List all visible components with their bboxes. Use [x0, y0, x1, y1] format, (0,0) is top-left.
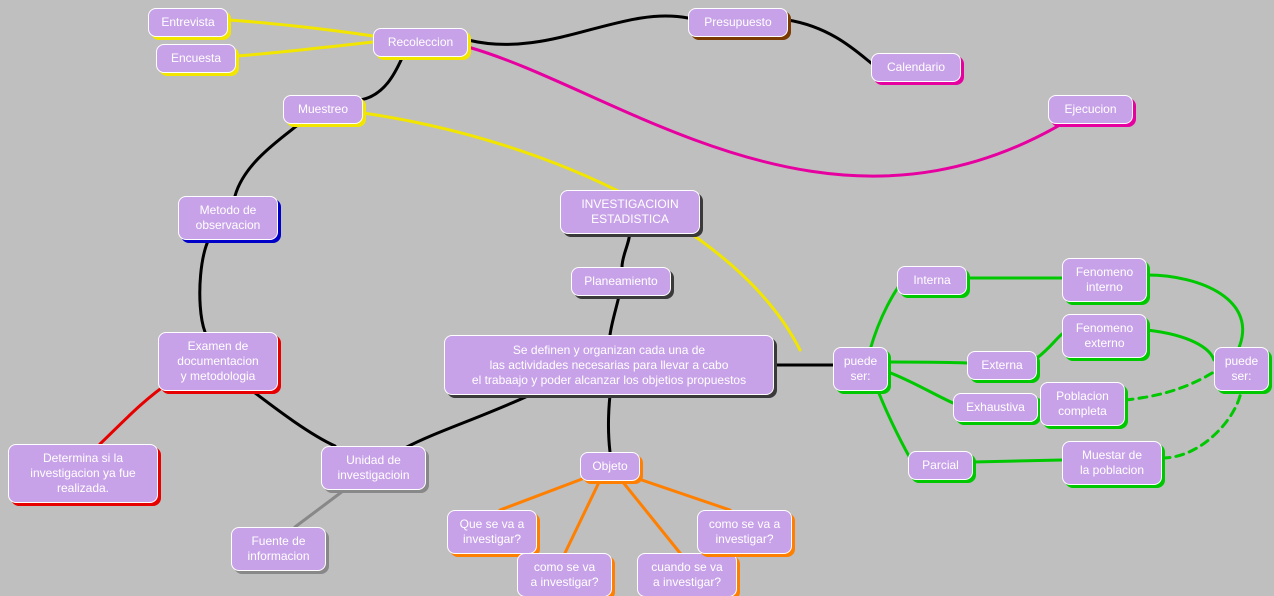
node-interna[interactable]: Interna [897, 266, 967, 295]
edge-unidad-examen [240, 382, 335, 446]
edge-plan-def [610, 291, 620, 335]
edge-root-plan [622, 230, 630, 267]
node-q3[interactable]: cuando se va a investigar? [637, 553, 737, 596]
concept-map: INVESTIGACIOIN ESTADISTICA Planeamiento Se… [0, 0, 1274, 596]
edge-recoleccion-presupuesto [468, 16, 688, 44]
node-exhaustiva[interactable]: Exhaustiva [953, 393, 1038, 422]
edge-metodo-muestreo [235, 119, 305, 196]
node-entrevista[interactable]: Entrevista [148, 8, 228, 37]
edge-def-unidad [405, 395, 530, 448]
node-q1[interactable]: Que se va a investigar? [447, 510, 537, 554]
edge-externa-fene [1037, 334, 1062, 358]
edge-puede1-externa [888, 362, 967, 363]
node-recoleccion[interactable]: Recoleccion [373, 28, 468, 57]
edge-feni-puede2 [1147, 275, 1243, 350]
node-plan[interactable]: Planeamiento [571, 267, 671, 296]
node-q4[interactable]: como se va a investigar? [697, 510, 792, 554]
node-feni[interactable]: Fenomeno interno [1062, 258, 1147, 302]
edge-parcial-muestra [973, 460, 1062, 462]
node-root[interactable]: INVESTIGACIOIN ESTADISTICA [560, 190, 700, 234]
node-encuesta[interactable]: Encuesta [156, 44, 236, 73]
node-puede2[interactable]: puede ser: [1214, 347, 1269, 391]
node-parcial[interactable]: Parcial [908, 451, 973, 480]
edge-pobl-puede2 [1125, 372, 1214, 400]
node-muestra[interactable]: Muestar de la poblacion [1062, 441, 1162, 485]
node-objeto[interactable]: Objeto [580, 452, 640, 481]
edge-fene-puede2 [1147, 330, 1214, 360]
edge-recoleccion-ejecucion [468, 47, 1070, 176]
node-fuente[interactable]: Fuente de informacion [231, 527, 326, 571]
node-muestreo[interactable]: Muestreo [283, 95, 363, 124]
edge-recoleccion-encuesta [236, 42, 373, 56]
node-pobl[interactable]: Poblacion completa [1040, 382, 1125, 426]
edge-examen-determina [100, 382, 170, 444]
node-metodo[interactable]: Metodo de observacion [178, 196, 278, 240]
edge-puede1-exhaustiva [888, 372, 953, 403]
node-externa[interactable]: Externa [967, 351, 1037, 380]
edge-examen-metodo [200, 232, 215, 332]
node-q2[interactable]: como se va a investigar? [517, 553, 612, 596]
node-def[interactable]: Se definen y organizan cada una de las a… [444, 335, 774, 395]
edge-objeto-q3 [618, 476, 680, 553]
edge-muestreo-recoleccion [360, 52, 405, 100]
edge-presupuesto-calendario [788, 20, 871, 63]
node-determina[interactable]: Determina si la investigacion ya fue rea… [8, 444, 158, 503]
node-unidad[interactable]: Unidad de investigacioin [321, 446, 426, 490]
node-ejecucion[interactable]: Ejecucion [1048, 95, 1133, 124]
edge-recoleccion-entrevista [228, 20, 373, 36]
node-puede1[interactable]: puede ser: [833, 347, 888, 391]
edge-def-objeto [609, 395, 611, 452]
edge-objeto-q2 [565, 476, 602, 553]
edge-puede1-parcial [875, 383, 910, 458]
node-examen[interactable]: Examen de documentacion y metodologia [158, 332, 278, 391]
edge-objeto-q1 [500, 476, 590, 510]
node-presupuesto[interactable]: Presupuesto [688, 8, 788, 37]
node-fene[interactable]: Fenomeno externo [1062, 314, 1147, 358]
node-calendario[interactable]: Calendario [871, 53, 961, 82]
edge-objeto-q4 [630, 476, 730, 510]
